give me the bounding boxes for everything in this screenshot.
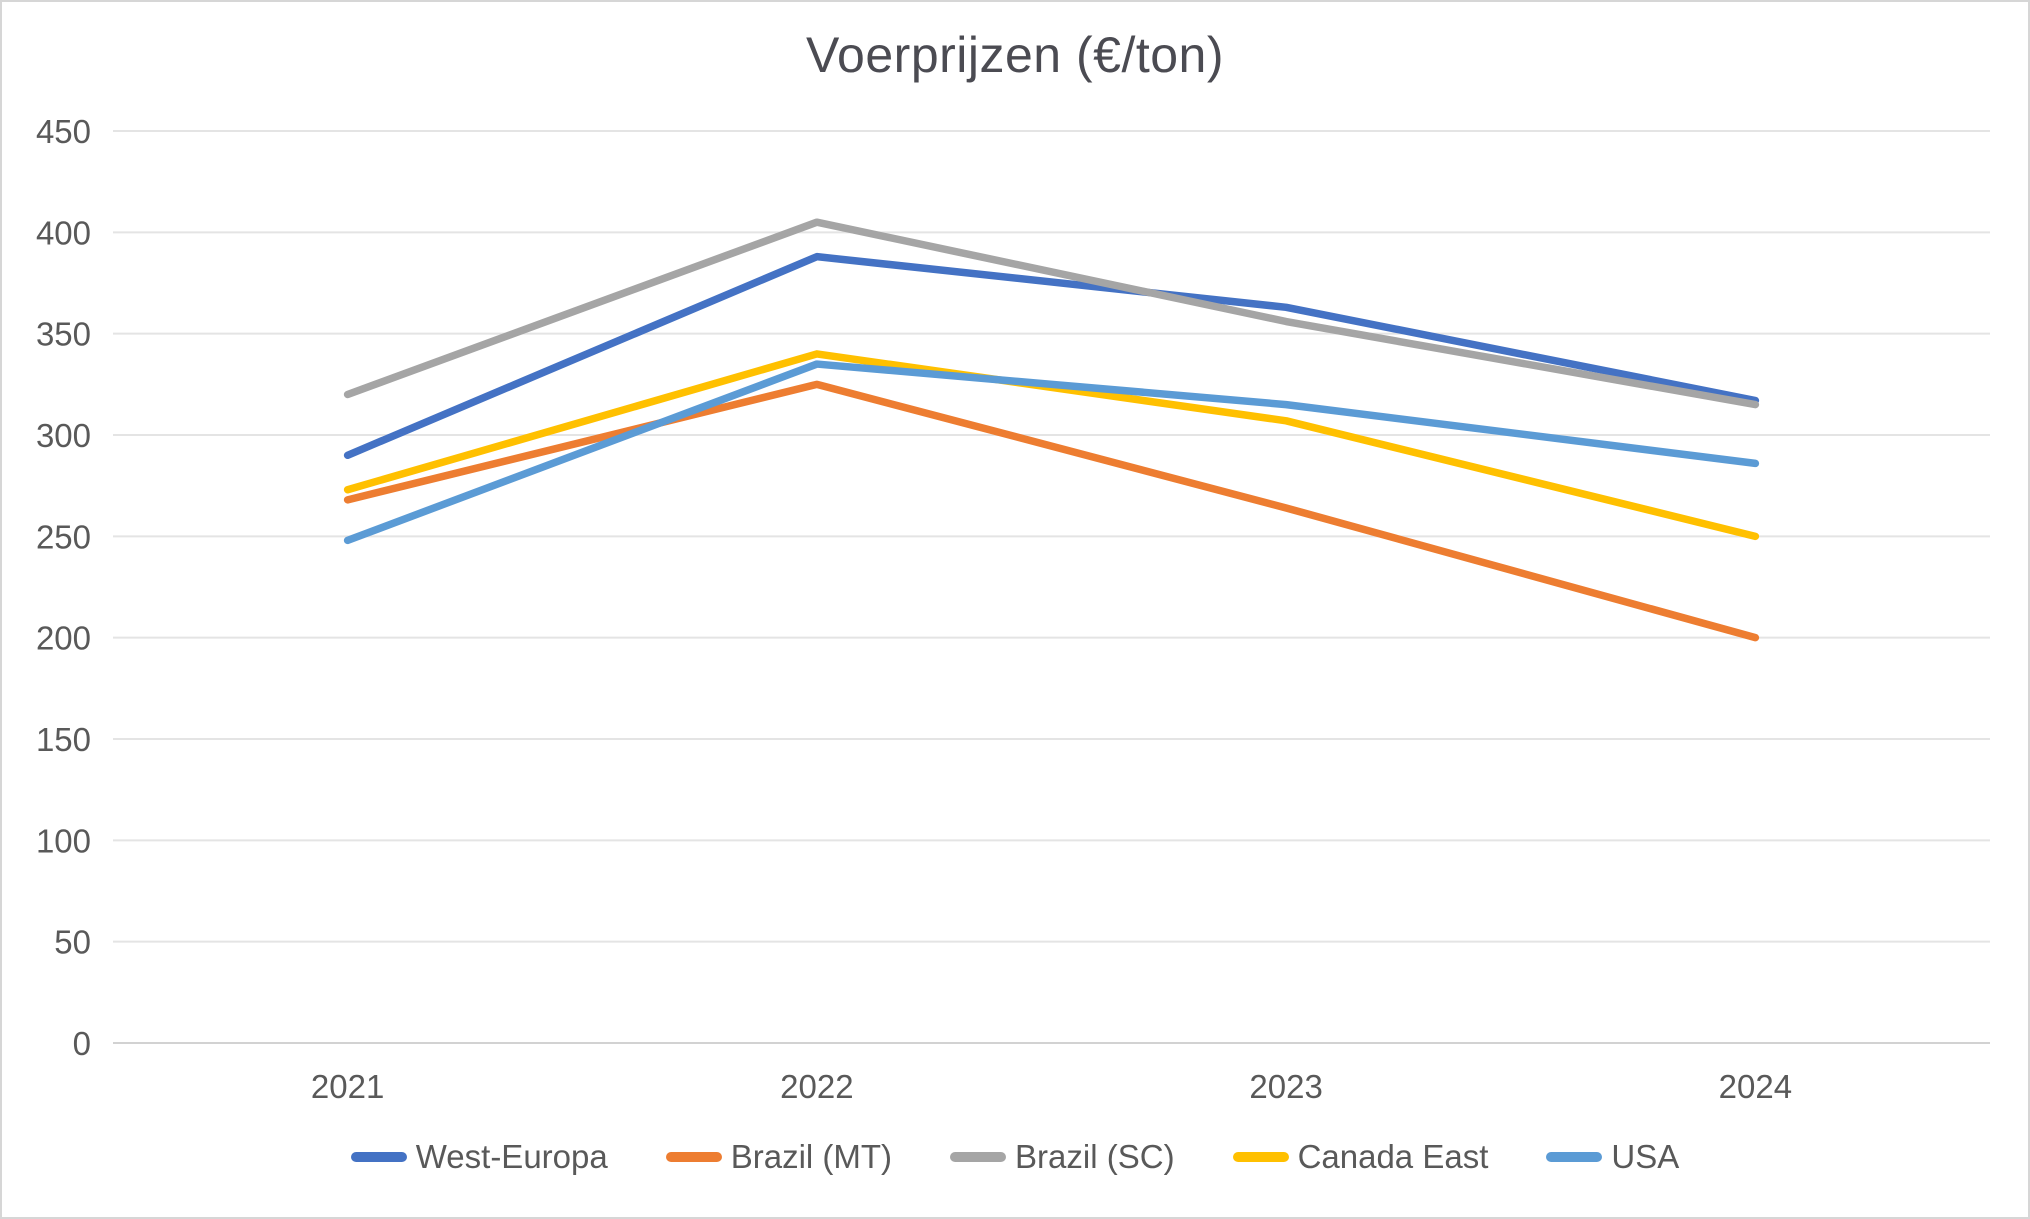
series-line-brazil-mt [343, 380, 1760, 642]
legend-swatch-icon [950, 1152, 1007, 1162]
y-tick-label: 300 [36, 417, 91, 454]
series-line-west-europa [343, 252, 1760, 460]
legend-swatch-icon [1546, 1152, 1603, 1162]
y-tick-label: 200 [36, 620, 91, 657]
series-line-brazil-sc [343, 218, 1760, 409]
y-tick-label: 100 [36, 822, 91, 859]
legend-item: Brazil (MT) [665, 1138, 893, 1176]
legend-label: Canada East [1297, 1138, 1489, 1175]
x-tick-label: 2024 [1719, 1068, 1792, 1105]
legend-item: Brazil (SC) [950, 1138, 1175, 1176]
series-line-usa [343, 360, 1760, 545]
y-tick-label: 0 [73, 1025, 91, 1062]
x-tick-label: 2021 [311, 1068, 384, 1105]
legend: West-Europa Brazil (MT) Brazil (SC) Canada … [0, 1138, 2030, 1176]
y-tick-label: 50 [54, 924, 91, 961]
legend-swatch-icon [1232, 1152, 1289, 1162]
legend-item: West-Europa [350, 1138, 608, 1176]
y-tick-label: 150 [36, 721, 91, 758]
legend-item: Canada East [1232, 1138, 1489, 1176]
x-tick-label: 2022 [780, 1068, 853, 1105]
y-tick-label: 400 [36, 214, 91, 251]
y-tick-label: 450 [36, 113, 91, 150]
legend-swatch-icon [665, 1152, 722, 1162]
legend-label: Brazil (SC) [1015, 1138, 1175, 1175]
legend-label: Brazil (MT) [730, 1138, 893, 1175]
y-tick-label: 350 [36, 316, 91, 353]
legend-swatch-icon [350, 1152, 407, 1162]
legend-label: West-Europa [415, 1138, 608, 1175]
legend-label: USA [1611, 1138, 1680, 1175]
y-tick-label: 250 [36, 518, 91, 555]
legend-item: USA [1546, 1138, 1679, 1176]
chart-title: Voerprijzen (€/ton) [805, 27, 1225, 83]
x-tick-label: 2023 [1249, 1068, 1322, 1105]
